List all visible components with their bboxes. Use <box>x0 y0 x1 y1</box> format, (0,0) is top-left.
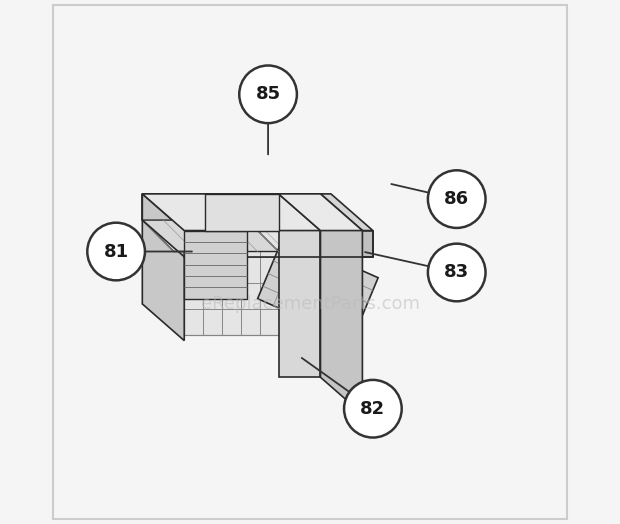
Polygon shape <box>143 194 321 231</box>
Circle shape <box>428 244 485 301</box>
Polygon shape <box>321 194 363 414</box>
Polygon shape <box>184 231 247 299</box>
Polygon shape <box>205 194 278 231</box>
Text: 85: 85 <box>255 85 281 103</box>
Circle shape <box>428 170 485 228</box>
Circle shape <box>344 380 402 438</box>
Polygon shape <box>278 194 321 377</box>
Polygon shape <box>278 194 363 231</box>
Text: 83: 83 <box>444 264 469 281</box>
FancyBboxPatch shape <box>53 5 567 519</box>
Circle shape <box>87 223 145 280</box>
Text: 82: 82 <box>360 400 386 418</box>
Circle shape <box>239 66 297 123</box>
Text: 81: 81 <box>104 243 129 260</box>
Polygon shape <box>143 194 373 231</box>
Polygon shape <box>184 231 278 335</box>
Polygon shape <box>143 194 184 341</box>
Polygon shape <box>257 236 378 341</box>
Text: 86: 86 <box>444 190 469 208</box>
Polygon shape <box>184 231 373 257</box>
Polygon shape <box>143 220 278 252</box>
Text: eReplacementParts.com: eReplacementParts.com <box>200 295 420 313</box>
